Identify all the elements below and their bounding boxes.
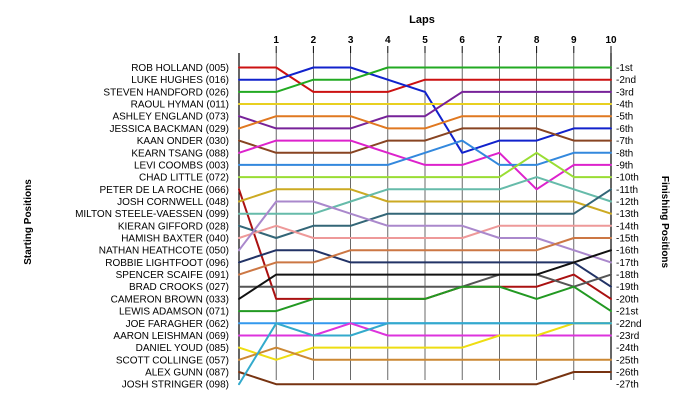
finishing-position-label: -14th	[616, 221, 639, 232]
series-line-20	[238, 249, 612, 300]
series-line-14	[238, 188, 612, 239]
series-line-5	[238, 90, 612, 130]
finishing-position-label: -16th	[616, 246, 639, 257]
finishing-position-label: -17th	[616, 258, 639, 269]
finishing-position-label: -15th	[616, 234, 639, 245]
finishing-position-label: -8th	[616, 148, 633, 159]
driver-label: KIERAN GIFFORD (028)	[118, 221, 229, 232]
driver-label: LUKE HUGHES (016)	[131, 75, 229, 86]
finishing-position-label: -27th	[616, 380, 639, 391]
driver-label: LEVI COOMBS (003)	[134, 160, 229, 171]
finishing-position-label: -12th	[616, 197, 639, 208]
driver-label: HAMISH BAXTER (040)	[121, 234, 229, 245]
finishing-position-label: -6th	[616, 124, 633, 135]
finishing-position-label: -2nd	[616, 75, 636, 86]
driver-label: AARON LEISHMAN (069)	[113, 331, 229, 342]
lap-tick-label: 4	[385, 35, 391, 46]
finishing-position-label: -9th	[616, 160, 633, 171]
series-line-21	[238, 285, 612, 313]
lap-tick-label: 6	[459, 35, 465, 46]
driver-label: JESSICA BACKMAN (029)	[110, 124, 229, 135]
series-line-25	[238, 346, 612, 361]
finishing-position-label: -22nd	[616, 319, 642, 330]
driver-label: STEVEN HANDFORD (026)	[103, 87, 229, 98]
driver-label: JOSH CORNWELL (048)	[117, 197, 229, 208]
series-line-17	[238, 249, 612, 288]
driver-label: MILTON STEELE-VAESSEN (099)	[75, 209, 229, 220]
finishing-position-label: -3rd	[616, 87, 634, 98]
driver-label: CHAD LITTLE (072)	[139, 173, 229, 184]
driver-label: SPENCER SCAIFE (091)	[116, 270, 229, 281]
finishing-position-label: -5th	[616, 112, 633, 123]
driver-label: BRAD CROOKS (027)	[129, 282, 229, 293]
series-line-15	[238, 224, 612, 239]
finishing-position-label: -7th	[616, 136, 633, 147]
lap-tick-label: 7	[497, 35, 503, 46]
driver-label: PETER DE LA ROCHE (066)	[100, 185, 229, 196]
finishing-position-label: -11th	[616, 185, 638, 196]
driver-label: ROB HOLLAND (005)	[131, 63, 229, 74]
lap-tick-label: 8	[534, 35, 540, 46]
finishing-position-label: -21st	[616, 307, 638, 318]
finishing-position-label: -18th	[616, 270, 639, 281]
series-line-6	[238, 115, 612, 130]
lap-gridlines	[238, 46, 612, 380]
lap-tick-label: 1	[273, 35, 279, 46]
finishing-position-label: -1st	[616, 63, 633, 74]
finishing-position-labels: -1st-2nd-3rd -4th-5th-6th-7th-8th-9th -10t…	[616, 63, 642, 391]
series-line-19	[238, 273, 612, 288]
lap-tick-label: 3	[348, 35, 354, 46]
driver-label: KEARN TSANG (088)	[131, 148, 229, 159]
finishing-position-label: -13th	[616, 209, 639, 220]
series-line-26	[238, 371, 612, 386]
lap-tick-label: 9	[571, 35, 577, 46]
driver-label: RAOUL HYMAN (011)	[131, 100, 229, 111]
series-line-7	[238, 127, 612, 154]
starting-position-labels: ROB HOLLAND (005)LUKE HUGHES (016)STEVEN…	[75, 63, 229, 391]
driver-label: LEWIS ADAMSON (071)	[119, 307, 229, 318]
lap-tick-labels: 1 2 3 4 5 6 7 8 9 10	[273, 35, 617, 46]
finishing-position-label: -19th	[616, 282, 639, 293]
series-line-13	[238, 176, 612, 215]
right-axis-title: Finishing Positions	[659, 176, 670, 269]
driver-label: JOSH STRINGER (098)	[122, 380, 229, 391]
left-axis-title: Starting Positions	[23, 179, 34, 265]
series-line-24	[238, 322, 612, 361]
lap-tick-label: 2	[311, 35, 317, 46]
driver-label: ASHLEY ENGLAND (073)	[112, 112, 229, 123]
driver-label: ALEX GUNN (087)	[145, 368, 229, 379]
series-line-18	[238, 237, 612, 276]
finishing-position-label: -25th	[616, 355, 639, 366]
series-line-3	[238, 66, 612, 93]
finishing-position-label: -26th	[616, 368, 639, 379]
chart-title: Laps	[409, 14, 435, 26]
driver-label: KAAN ONDER (030)	[137, 136, 229, 147]
finishing-position-label: -4th	[616, 100, 633, 111]
driver-label: JOE FARAGHER (062)	[126, 319, 229, 330]
series-line-16	[238, 200, 612, 264]
finishing-position-label: -23rd	[616, 331, 639, 342]
series-line-12	[238, 188, 612, 215]
series-line-23	[238, 322, 612, 337]
driver-label: DANIEL YOUD (085)	[136, 343, 229, 354]
lap-tick-label: 10	[605, 35, 617, 46]
driver-label: NATHAN HEATHCOTE (050)	[99, 246, 229, 257]
position-lines	[238, 66, 612, 386]
finishing-position-label: -20th	[616, 294, 639, 305]
driver-label: SCOTT COLLINGE (057)	[116, 355, 229, 366]
lap-tick-label: 5	[422, 35, 428, 46]
finishing-position-label: -24th	[616, 343, 639, 354]
series-line-2	[238, 66, 612, 154]
driver-label: ROBBIE LIGHTFOOT (096)	[105, 258, 229, 269]
series-line-27	[238, 322, 612, 386]
driver-label: CAMERON BROWN (033)	[111, 294, 229, 305]
series-line-10	[238, 151, 612, 179]
finishing-position-label: -10th	[616, 173, 639, 184]
